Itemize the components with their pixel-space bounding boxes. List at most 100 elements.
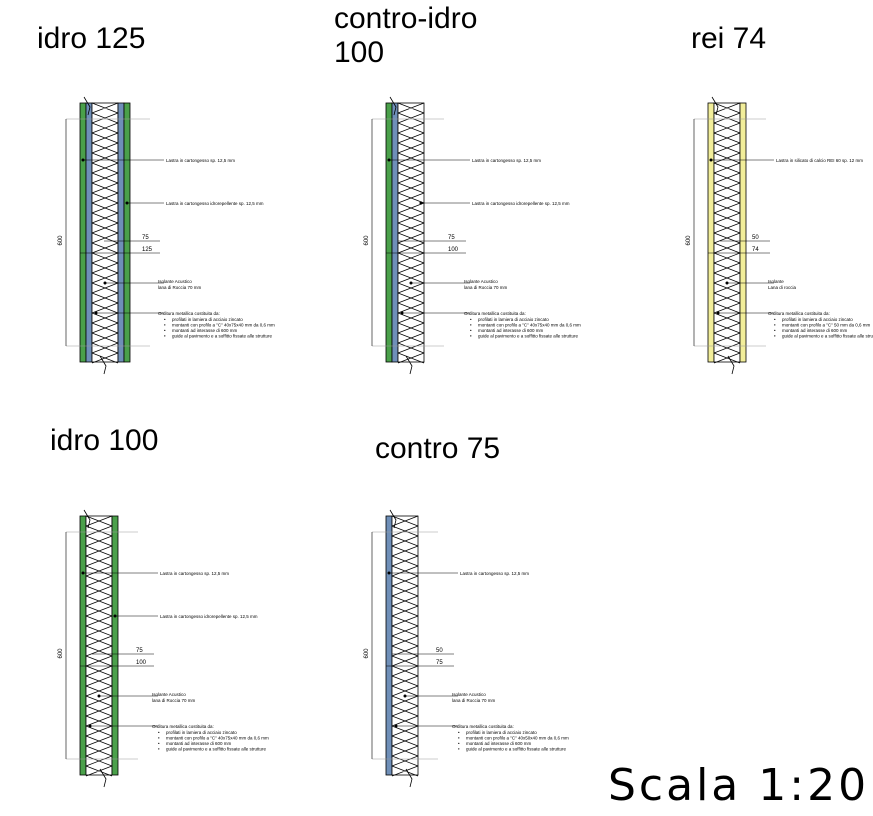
note-board: Lastra in silicato di calcio REI 60 sp. … bbox=[776, 158, 863, 163]
leader-insulation-dot bbox=[97, 694, 101, 698]
note-frame-item: montanti ad interasse di 600 mm bbox=[782, 328, 848, 333]
break-line-bottom bbox=[99, 768, 107, 788]
leader-board-dot bbox=[709, 158, 713, 162]
height-dimension-label: 600 bbox=[364, 235, 370, 246]
note-frame-title: Orditura metallica costituita da: bbox=[768, 311, 830, 316]
break-line-bottom bbox=[405, 768, 413, 788]
title-rei-74: rei 74 bbox=[691, 22, 767, 55]
note-frame-item: montanti con profilo a "C" 40x75x40 mm d… bbox=[478, 323, 581, 328]
note-insulation-2: lana di Roccia 70 mm bbox=[152, 698, 196, 703]
leader-frame-dot bbox=[400, 311, 404, 315]
note-frame-item: montanti ad interasse di 600 mm bbox=[478, 328, 544, 333]
note-frame-bullet: • bbox=[164, 328, 166, 333]
wall-section-idro100: 600 Lastra in cartongesso sp. 12,5 mm Last… bbox=[58, 509, 269, 788]
note-frame-title: Orditura metallica costituita da: bbox=[152, 724, 214, 729]
blue-board-layer bbox=[117, 102, 125, 363]
note-frame-item: guide al pavimento e a soffitto fissate … bbox=[782, 334, 873, 339]
note-insulation-1: Isolante Acustico bbox=[158, 279, 192, 284]
break-line-top bbox=[389, 509, 397, 529]
leader-insulation-dot bbox=[409, 281, 413, 285]
note-frame-bullet: • bbox=[458, 747, 460, 752]
title-contro-75: contro 75 bbox=[375, 432, 501, 465]
leader-insulation-dot bbox=[725, 281, 729, 285]
note-board-2: Lastra in cartongesso idrorepellente sp.… bbox=[160, 614, 258, 619]
break-line-top bbox=[711, 96, 719, 116]
note-frame-bullet: • bbox=[470, 323, 472, 328]
note-frame-item: montanti con profilo a "C" 40x75x40 mm d… bbox=[166, 736, 269, 741]
wall-section-contro75: 600 Lastra in cartongesso sp. 12,5 mm 50 75… bbox=[364, 509, 569, 788]
title-idro-125: idro 125 bbox=[37, 22, 146, 55]
dim-label-2: 125 bbox=[142, 247, 153, 253]
break-line-top bbox=[389, 96, 397, 116]
title-idro-100: idro 100 bbox=[50, 424, 159, 457]
leader-board-2-dot bbox=[125, 201, 129, 205]
note-board: Lastra in cartongesso sp. 12,5 mm bbox=[460, 571, 529, 576]
note-frame-item: profilati in lamiera di acciaio zincato bbox=[782, 317, 853, 322]
leader-board-dot bbox=[387, 571, 391, 575]
insulation-layer bbox=[397, 102, 425, 363]
note-frame-bullet: • bbox=[774, 317, 776, 322]
note-frame-bullet: • bbox=[470, 334, 472, 339]
note-frame-item: profilati in lamiera di acciaio zincato bbox=[166, 730, 237, 735]
insulation-hatch bbox=[397, 102, 425, 364]
note-frame-item: profilati in lamiera di acciaio zincato bbox=[478, 317, 549, 322]
wall-section-rei74: 600 Lastra in silicato di calcio REI 60 s… bbox=[686, 96, 873, 375]
note-frame-item: guide al pavimento e a soffitto fissate … bbox=[466, 747, 566, 752]
note-frame-bullet: • bbox=[774, 323, 776, 328]
note-frame-bullet: • bbox=[470, 317, 472, 322]
note-insulation-1: Isolante Acustico bbox=[464, 279, 498, 284]
insulation-hatch bbox=[391, 515, 419, 777]
leader-board-dot bbox=[387, 158, 391, 162]
green-board-layer bbox=[385, 102, 393, 363]
dim-label-1: 50 bbox=[436, 648, 443, 654]
leader-frame-dot bbox=[394, 724, 398, 728]
leader-board-2-dot bbox=[419, 201, 423, 205]
note-insulation-1: Isolante Acustico bbox=[152, 692, 186, 697]
yellow-board-layer bbox=[707, 102, 715, 363]
note-frame-bullet: • bbox=[158, 741, 160, 746]
note-frame-item: montanti con profilo a "C" 40x75x40 mm d… bbox=[172, 323, 275, 328]
note-frame-bullet: • bbox=[164, 334, 166, 339]
wall-section-idro125: 600 Lastra in cartongesso sp. 12,5 mm Last… bbox=[58, 96, 275, 375]
break-line-bottom bbox=[99, 355, 107, 375]
note-board: Lastra in cartongesso sp. 12,5 mm bbox=[472, 158, 541, 163]
green-board-layer bbox=[111, 515, 119, 776]
note-frame-bullet: • bbox=[158, 736, 160, 741]
note-insulation-1: Isolante Acustico bbox=[452, 692, 486, 697]
note-frame-bullet: • bbox=[164, 323, 166, 328]
note-frame-item: profilati in lamiera di acciaio zincato bbox=[172, 317, 243, 322]
note-frame-item: montanti ad interasse di 600 mm bbox=[166, 741, 232, 746]
insulation-hatch bbox=[85, 515, 113, 777]
note-board-2: Lastra in cartongesso idrorepellente sp.… bbox=[166, 201, 264, 206]
insulation-layer bbox=[85, 515, 113, 776]
leader-insulation-dot bbox=[403, 694, 407, 698]
leader-board-2-dot bbox=[113, 614, 117, 618]
note-board-2: Lastra in cartongesso idrorepellente sp.… bbox=[472, 201, 570, 206]
yellow-board-layer bbox=[739, 102, 747, 363]
note-board: Lastra in cartongesso sp. 12,5 mm bbox=[166, 158, 235, 163]
note-frame-bullet: • bbox=[458, 730, 460, 735]
dim-label-2: 100 bbox=[136, 660, 147, 666]
note-frame-item: montanti con profilo a "C" 40x50x40 mm d… bbox=[466, 736, 569, 741]
note-frame-bullet: • bbox=[470, 328, 472, 333]
note-insulation-2: lana di Roccia 70 mm bbox=[452, 698, 496, 703]
dim-label-2: 74 bbox=[752, 247, 759, 253]
note-frame-title: Orditura metallica costituita da: bbox=[158, 311, 220, 316]
insulation-layer bbox=[391, 515, 419, 776]
green-board-layer bbox=[79, 102, 87, 363]
note-frame-item: guide al pavimento e a soffitto fissate … bbox=[172, 334, 272, 339]
dim-label-2: 100 bbox=[448, 247, 459, 253]
dim-label-1: 75 bbox=[142, 235, 149, 241]
break-line-top bbox=[83, 509, 91, 529]
note-frame-item: guide al pavimento e a soffitto fissate … bbox=[478, 334, 578, 339]
note-insulation-2: Lana di roccia bbox=[768, 285, 797, 290]
note-frame-item: montanti ad interasse di 600 mm bbox=[172, 328, 238, 333]
dim-label-2: 75 bbox=[436, 660, 443, 666]
insulation-layer bbox=[713, 102, 741, 363]
break-line-bottom bbox=[405, 355, 413, 375]
leader-frame-dot bbox=[716, 311, 720, 315]
note-insulation-2: lana di Roccia 70 mm bbox=[158, 285, 202, 290]
height-dimension-label: 600 bbox=[364, 648, 370, 659]
leader-board-dot bbox=[81, 158, 85, 162]
